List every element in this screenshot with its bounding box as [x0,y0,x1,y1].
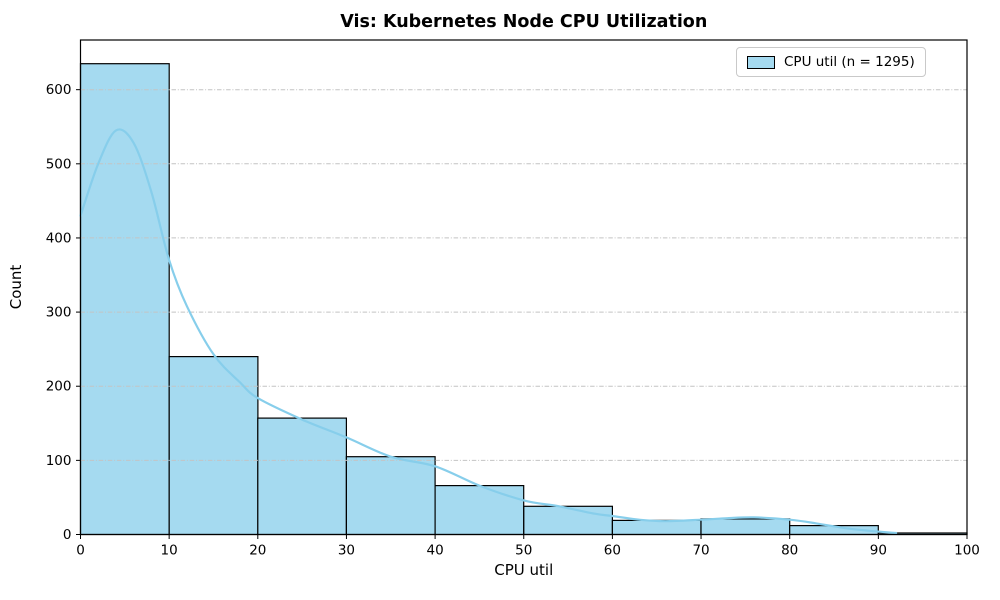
y-tick-label: 0 [63,527,72,543]
histogram-bar [168,356,259,536]
gridlines [80,89,967,461]
histogram-bar [523,505,613,536]
legend-label: CPU util (n = 1295) [784,54,915,70]
kde-curve [79,128,898,535]
legend: CPU util (n = 1295) [736,47,926,77]
x-tick-label: 50 [515,543,532,559]
x-tick-label: 40 [427,543,444,559]
y-tick-label: 400 [46,230,72,246]
x-tick-label: 70 [692,543,709,559]
histogram-bar [345,456,436,536]
y-tick-label: 200 [46,379,72,395]
x-tick-label: 0 [76,543,85,559]
y-axis-label: Count [7,265,25,310]
histogram-bar [434,485,525,536]
histogram-bar [257,417,347,536]
y-tick-label: 600 [46,82,72,98]
x-tick-label: 20 [249,543,266,559]
y-tick-label: 500 [46,156,72,172]
x-tick-label: 30 [338,543,355,559]
histogram-bar [79,63,170,536]
histogram-bars [79,63,968,536]
axis-ticks: 0 10 20 30 40 50 60 70 80 90 100 0 100 200 300 400 500 60… [46,82,980,558]
histogram-bar [700,518,791,536]
y-tick-label: 300 [46,305,72,321]
x-tick-label: 10 [161,543,178,559]
histogram-bar [611,519,702,536]
chart-title: Vis: Kubernetes Node CPU Utilization [340,12,707,32]
x-axis-label: CPU util [494,561,553,579]
x-tick-label: 80 [781,543,798,559]
x-tick-label: 90 [870,543,887,559]
y-tick-label: 100 [46,453,72,469]
x-tick-label: 100 [954,543,980,559]
legend-swatch [747,55,775,69]
x-tick-label: 60 [604,543,621,559]
